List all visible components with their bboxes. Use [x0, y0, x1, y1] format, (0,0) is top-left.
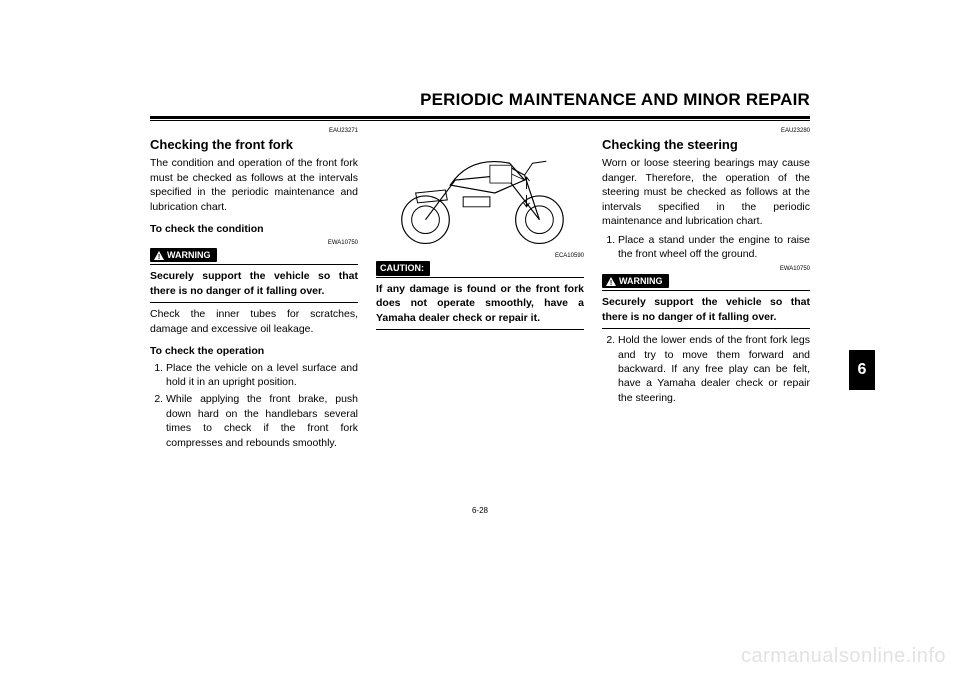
rule-thin — [150, 120, 810, 121]
rule — [602, 290, 810, 291]
watermark: carmanualsonline.info — [741, 645, 946, 668]
warning-badge: ! WARNING — [150, 248, 217, 262]
svg-text:!: ! — [610, 280, 612, 286]
ordered-list: Place a stand under the engine to raise … — [602, 233, 810, 262]
warning-icon: ! — [154, 251, 164, 260]
ref-code: EWA10750 — [150, 239, 358, 247]
paragraph: Check the inner tubes for scratches, dam… — [150, 307, 358, 336]
ref-code: EAU23280 — [602, 127, 810, 135]
column-middle: ECA10590 CAUTION: If any damage is found… — [376, 125, 584, 453]
ref-code: ECA10590 — [376, 252, 584, 260]
chapter-title: PERIODIC MAINTENANCE AND MINOR REPAIR — [150, 90, 810, 110]
caution-label: CAUTION: — [380, 262, 424, 274]
rule — [376, 277, 584, 278]
rule — [602, 328, 810, 329]
heading-condition: To check the condition — [150, 222, 358, 236]
rule — [376, 329, 584, 330]
svg-text:!: ! — [158, 254, 160, 260]
warning-text: Securely support the vehicle so that the… — [150, 269, 358, 298]
paragraph: Worn or loose steering bearings may caus… — [602, 156, 810, 228]
list-item: Hold the lower ends of the front fork le… — [618, 333, 810, 405]
heading-steering: Checking the steering — [602, 136, 810, 154]
heading-front-fork: Checking the front fork — [150, 136, 358, 154]
caution-badge: CAUTION: — [376, 261, 430, 275]
rule — [150, 302, 358, 303]
caution-text: If any damage is found or the front fork… — [376, 282, 584, 325]
ref-code: EWA10750 — [602, 265, 810, 273]
list-item: While applying the front brake, push dow… — [166, 392, 358, 450]
warning-label: WARNING — [167, 249, 211, 261]
warning-badge: ! WARNING — [602, 274, 669, 288]
ordered-list: Hold the lower ends of the front fork le… — [602, 333, 810, 405]
list-item: Place the vehicle on a level surface and… — [166, 361, 358, 390]
ref-code: EAU23271 — [150, 127, 358, 135]
section-tab: 6 — [849, 350, 875, 390]
manual-page: PERIODIC MAINTENANCE AND MINOR REPAIR EA… — [150, 90, 810, 453]
warning-label: WARNING — [619, 275, 663, 287]
column-right: EAU23280 Checking the steering Worn or l… — [602, 125, 810, 453]
page-number: 6-28 — [150, 506, 810, 515]
motorcycle-illustration — [376, 125, 584, 250]
list-item: Place a stand under the engine to raise … — [618, 233, 810, 262]
paragraph: The condition and operation of the front… — [150, 156, 358, 214]
rule — [150, 264, 358, 265]
ordered-list: Place the vehicle on a level surface and… — [150, 361, 358, 451]
warning-text: Securely support the vehicle so that the… — [602, 295, 810, 324]
motorcycle-figure — [376, 125, 584, 250]
warning-icon: ! — [606, 277, 616, 286]
rule-thick — [150, 116, 810, 119]
columns: EAU23271 Checking the front fork The con… — [150, 125, 810, 453]
heading-operation: To check the operation — [150, 344, 358, 358]
column-left: EAU23271 Checking the front fork The con… — [150, 125, 358, 453]
